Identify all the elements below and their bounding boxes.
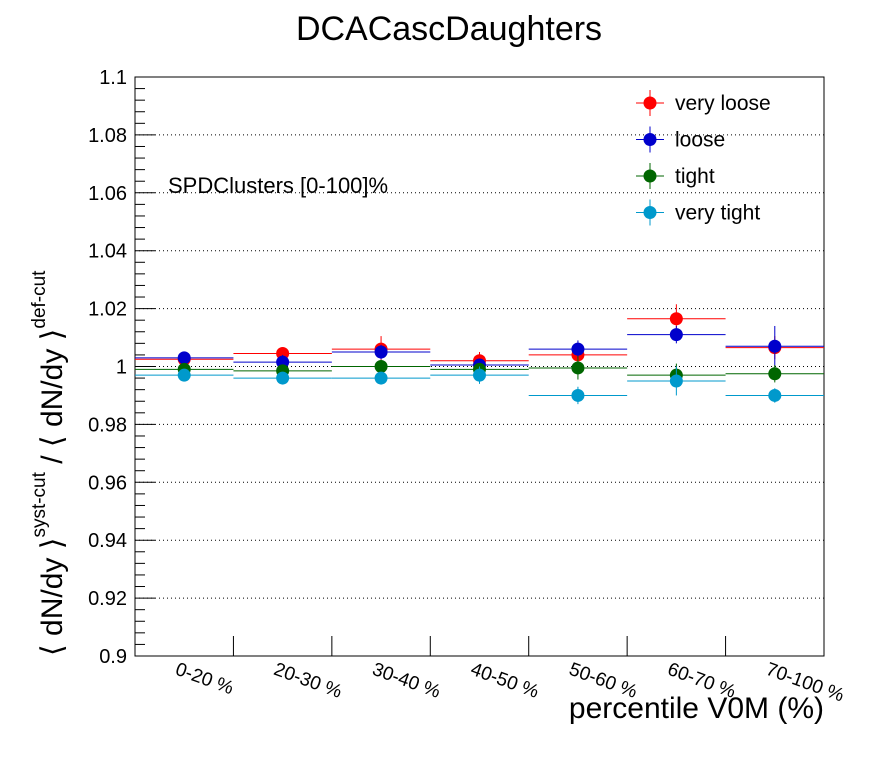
data-point [669,312,683,326]
y-label-part1: ⟨ dN/dy ⟩ [36,538,69,656]
x-tick-label: 0-20 % [173,659,237,699]
data-point [571,342,585,356]
y-tick-label: 1.08 [88,125,127,147]
y-tick-label: 0.94 [88,530,127,552]
y-label-sup2: def-cut [29,270,50,329]
y-axis-label: ⟨ dN/dy ⟩syst-cut / ⟨ dN/dy ⟩def-cut [29,270,69,656]
data-point [669,374,683,388]
y-axis: 0.9 0.92 0.94 0.96 0.98 1 1.02 1.04 1.06 1.08 1.1 [88,67,155,668]
data-points [135,304,824,405]
y-tick-label: 1.04 [88,241,127,263]
y-tick-label: 0.96 [88,472,127,494]
data-point [177,368,191,382]
data-point [276,371,290,385]
y-tick-label: 1.02 [88,299,127,321]
data-point [571,361,585,375]
y-tick-label: 1.1 [99,67,127,89]
data-point [374,345,388,359]
data-point [473,368,486,382]
legend: very loose loose tight very tight [636,90,771,226]
legend-marker [643,133,657,146]
data-point [571,388,585,402]
data-point [768,388,782,402]
y-label-slash: / [36,447,69,472]
data-point [669,328,683,342]
y-label-sup1: syst-cut [29,471,50,537]
legend-marker [643,96,657,110]
x-tick-label: 40-50 % [468,659,542,703]
legend-marker [643,206,657,219]
y-label-part2: ⟨ dN/dy ⟩ [36,329,69,447]
data-point [177,351,191,365]
data-point [768,367,782,381]
data-point [768,339,782,353]
x-tick-label: 20-30 % [271,659,345,703]
y-tick-label: 0.98 [88,414,127,436]
legend-marker [643,169,657,183]
legend-label: loose [675,129,725,152]
y-tick-label: 1 [116,357,127,379]
y-tick-label: 0.9 [99,646,127,668]
selection-annotation: SPDClusters [0-100]% [168,173,388,198]
legend-label: very tight [675,202,760,225]
y-tick-label: 1.06 [88,183,127,205]
data-point [374,371,388,385]
data-point [374,360,388,373]
x-tick-label: 30-40 % [369,659,443,703]
y-tick-label: 0.92 [88,588,127,610]
x-axis-label: percentile V0M (%) [569,692,824,725]
chart-title: DCACascDaughters [296,10,602,48]
legend-label: tight [675,165,715,188]
legend-label: very loose [675,92,771,115]
